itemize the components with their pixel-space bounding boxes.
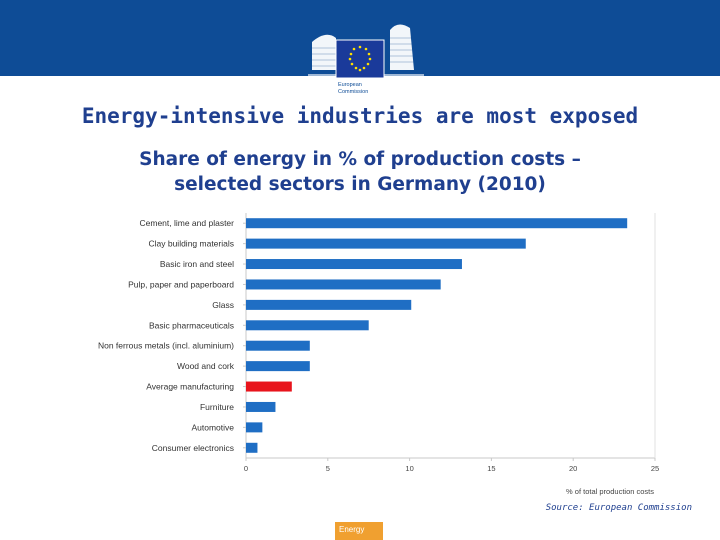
bar-sector (246, 299, 412, 310)
bar-sector (246, 442, 258, 453)
x-axis-label: % of total production costs (566, 487, 654, 496)
x-tick-label: 20 (569, 464, 577, 473)
bar-sector (246, 320, 369, 331)
category-label: Basic pharmaceuticals (149, 320, 234, 330)
footer-label: Energy (339, 525, 365, 534)
slide-title: Energy-intensive industries are most exp… (81, 104, 639, 128)
bar-sector (246, 361, 310, 372)
chart-title-line2: selected sectors in Germany (2010) (174, 174, 546, 195)
bar-sector (246, 279, 441, 290)
category-label: Pulp, paper and paperboard (128, 279, 234, 289)
footer-tab[interactable]: Energy (335, 522, 383, 540)
category-label: Glass (212, 300, 234, 310)
logo-text-line1: European (338, 82, 362, 88)
category-label: Cement, lime and plaster (140, 218, 235, 228)
bar-sector (246, 401, 276, 412)
x-tick-label: 5 (326, 464, 330, 473)
bar-sector (246, 340, 310, 351)
category-label: Basic iron and steel (160, 259, 234, 269)
chart-title-line1: Share of energy in % of production costs… (139, 149, 581, 170)
bar-sector (246, 422, 263, 433)
x-tick-label: 10 (405, 464, 413, 473)
category-label: Furniture (200, 402, 234, 412)
bar-highlight (246, 381, 292, 392)
chart-title: Share of energy in % of production costs… (60, 147, 660, 197)
category-label: Wood and cork (177, 361, 235, 371)
category-label: Average manufacturing (146, 382, 234, 392)
category-label: Automotive (191, 422, 234, 432)
category-label: Clay building materials (148, 239, 234, 249)
x-tick-label: 25 (651, 464, 659, 473)
bar-sector (246, 259, 462, 270)
x-tick-label: 15 (487, 464, 495, 473)
source-note: Source: European Commission (545, 503, 692, 513)
bar-sector (246, 218, 628, 229)
category-label: Non ferrous metals (incl. aluminium) (98, 341, 234, 351)
category-label: Consumer electronics (152, 443, 234, 453)
x-tick-label: 0 (244, 464, 248, 473)
berlaymont-building-icon (308, 24, 424, 78)
bar-sector (246, 238, 526, 249)
logo-text-line2: Commission (338, 89, 368, 95)
european-commission-logo: European Commission (308, 24, 424, 96)
